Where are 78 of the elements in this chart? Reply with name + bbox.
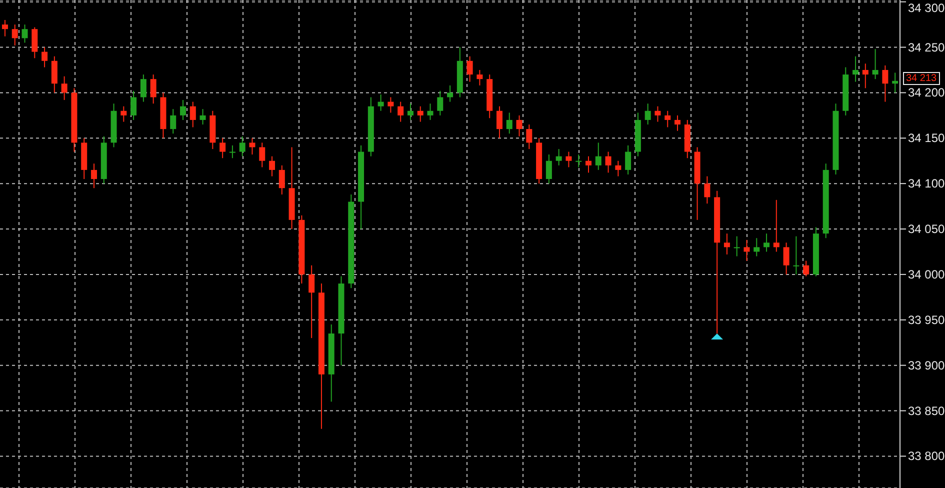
candlestick xyxy=(239,136,246,157)
y-tick-label: 34 250 xyxy=(908,40,945,54)
candlestick xyxy=(130,90,137,120)
text: 34 213 xyxy=(903,72,940,85)
candlestick xyxy=(427,103,434,120)
candlestick xyxy=(437,90,444,116)
candlestick xyxy=(803,260,810,277)
candlestick xyxy=(407,103,414,120)
candlestick xyxy=(269,156,276,177)
candlestick xyxy=(2,19,8,37)
candlestick xyxy=(526,124,532,150)
y-tick-label: 33 850 xyxy=(908,404,945,418)
candlestick xyxy=(61,76,68,100)
candlestick xyxy=(32,26,38,59)
candlestick xyxy=(229,144,236,159)
candlestick xyxy=(664,110,671,128)
candlestick xyxy=(378,94,384,112)
candlestick xyxy=(308,264,315,339)
candlestick xyxy=(576,154,582,168)
candlestick xyxy=(862,63,868,89)
y-tick-label: 34 050 xyxy=(908,222,945,236)
candlestick xyxy=(417,106,424,122)
y-tick-label: 34 000 xyxy=(908,267,945,282)
candlestick xyxy=(793,236,800,275)
candlestick xyxy=(892,72,898,94)
y-tick-label: 33 950 xyxy=(908,312,945,327)
candlestick xyxy=(783,242,790,275)
candlestick xyxy=(852,56,859,82)
candlestick xyxy=(872,48,878,80)
candlestick xyxy=(42,46,48,68)
candlestick xyxy=(516,114,522,137)
candlestick xyxy=(882,64,888,102)
y-tick-label: 33 900 xyxy=(908,358,945,372)
candlestick xyxy=(220,138,226,159)
candlestick xyxy=(724,233,730,255)
y-tick-label: 33 800 xyxy=(908,449,945,464)
y-tick-label: 34 200 xyxy=(908,86,945,100)
candlestick xyxy=(398,101,404,122)
candlestick xyxy=(734,236,740,257)
candlestick xyxy=(674,114,681,132)
candlestick xyxy=(190,101,196,128)
candlestick xyxy=(120,106,127,122)
candlestick xyxy=(200,108,206,125)
candlestick xyxy=(170,108,176,134)
candlestick xyxy=(180,99,186,120)
candlestick xyxy=(556,148,562,166)
candlestick xyxy=(764,233,770,252)
candlestick xyxy=(51,56,58,94)
candlestick xyxy=(140,74,146,102)
candlestick xyxy=(546,154,552,184)
y-tick-label: 34 150 xyxy=(908,131,945,146)
candlestick xyxy=(388,96,394,114)
candlestick xyxy=(754,238,760,257)
candlestick xyxy=(259,142,266,168)
y-tick-label: 34 100 xyxy=(908,176,945,191)
candlestick xyxy=(466,56,473,82)
candlestick xyxy=(744,239,750,262)
candlestick xyxy=(22,24,28,44)
candlestick xyxy=(615,160,622,177)
candlestick xyxy=(644,103,651,125)
candlestick xyxy=(496,106,502,139)
candlestick xyxy=(654,106,661,122)
candlestick xyxy=(90,163,97,189)
candlestick xyxy=(278,164,285,195)
candlestick xyxy=(585,156,592,174)
candlestick xyxy=(605,151,612,174)
candlestick xyxy=(625,144,632,175)
candlestick xyxy=(249,138,256,155)
candlestick xyxy=(773,199,780,252)
candlestick xyxy=(476,69,483,86)
candlestick xyxy=(447,84,454,102)
candlestick xyxy=(150,74,156,104)
candlestick xyxy=(12,24,18,46)
candlestick xyxy=(595,142,602,170)
candlestick xyxy=(704,176,710,204)
candlestick xyxy=(566,151,572,168)
candlestick xyxy=(506,112,512,134)
y-tick-label: 34 300 xyxy=(908,0,945,15)
